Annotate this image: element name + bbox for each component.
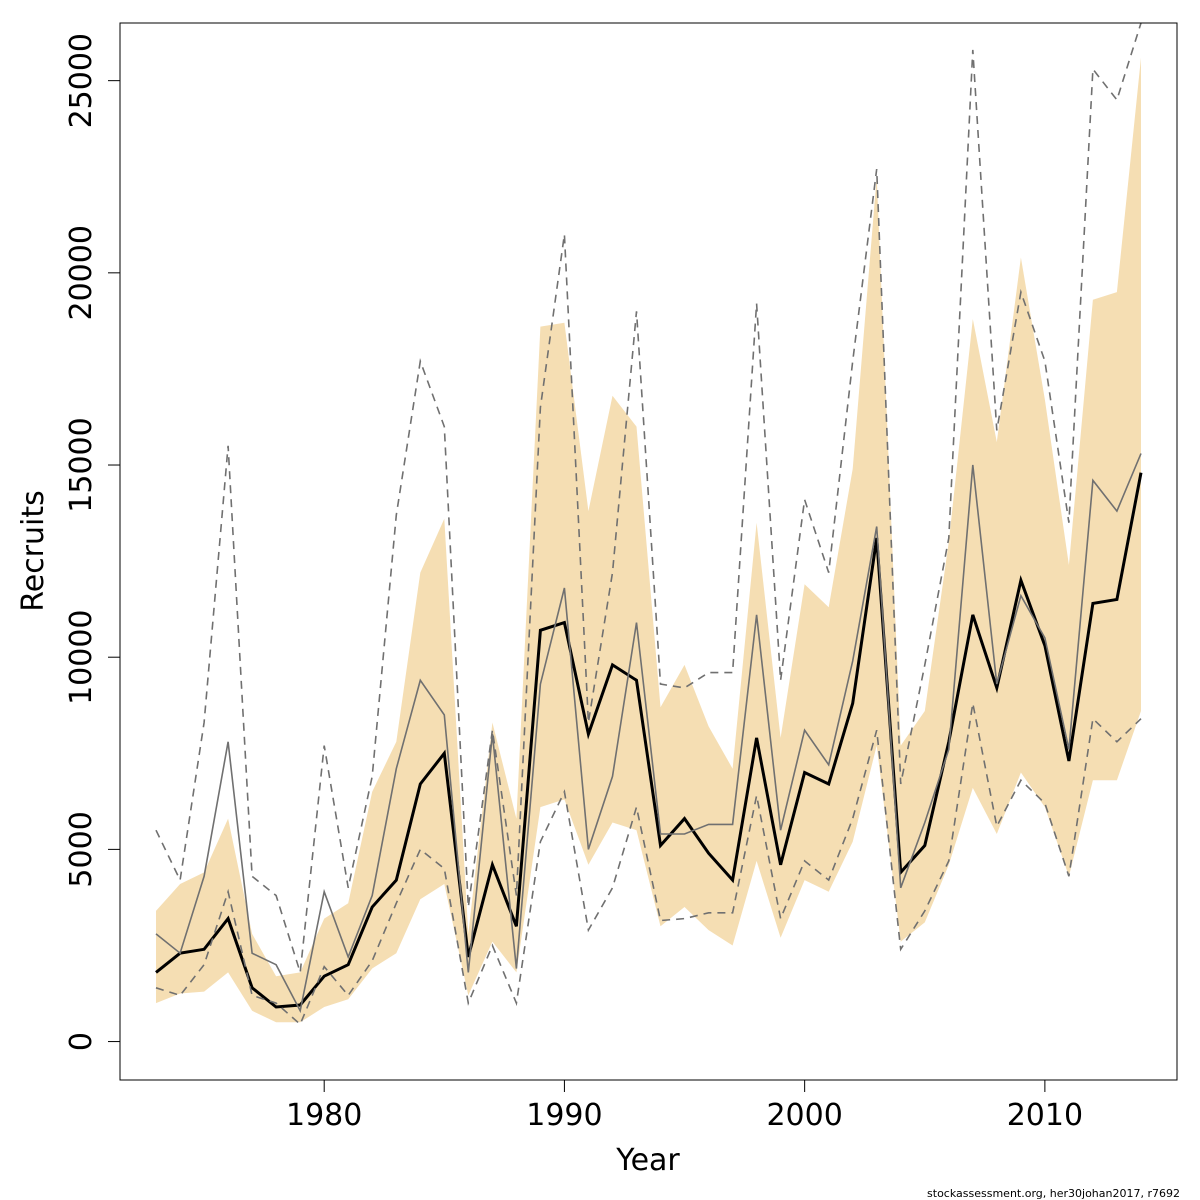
y-tick-label: 0 (64, 1032, 99, 1051)
x-axis-title: Year (615, 1143, 680, 1178)
footer-credit: stockassessment.org, her30johan2017, r76… (927, 1187, 1180, 1200)
y-tick-label: 25000 (64, 33, 99, 128)
series-line-1 (155, 472, 1143, 1009)
y-tick-label: 15000 (64, 417, 99, 512)
x-tick-label: 2010 (1007, 1098, 1083, 1133)
x-axis: 1980 1990 2000 2010 (286, 1079, 1083, 1133)
series-line-2 (155, 453, 1142, 1014)
series-line-3 (155, 22, 1142, 973)
y-axis: 0 5000 10000 15000 20000 25000 (64, 33, 121, 1051)
x-tick-label: 1980 (286, 1098, 362, 1133)
series-layer (155, 22, 1143, 1026)
y-axis-title: Recruits (16, 490, 51, 612)
y-tick-label: 10000 (64, 609, 99, 704)
y-tick-label: 20000 (64, 225, 99, 320)
x-tick-label: 1990 (526, 1098, 602, 1133)
x-tick-label: 2000 (766, 1098, 842, 1133)
series-line-4 (155, 703, 1142, 1026)
y-tick-label: 5000 (64, 811, 99, 887)
